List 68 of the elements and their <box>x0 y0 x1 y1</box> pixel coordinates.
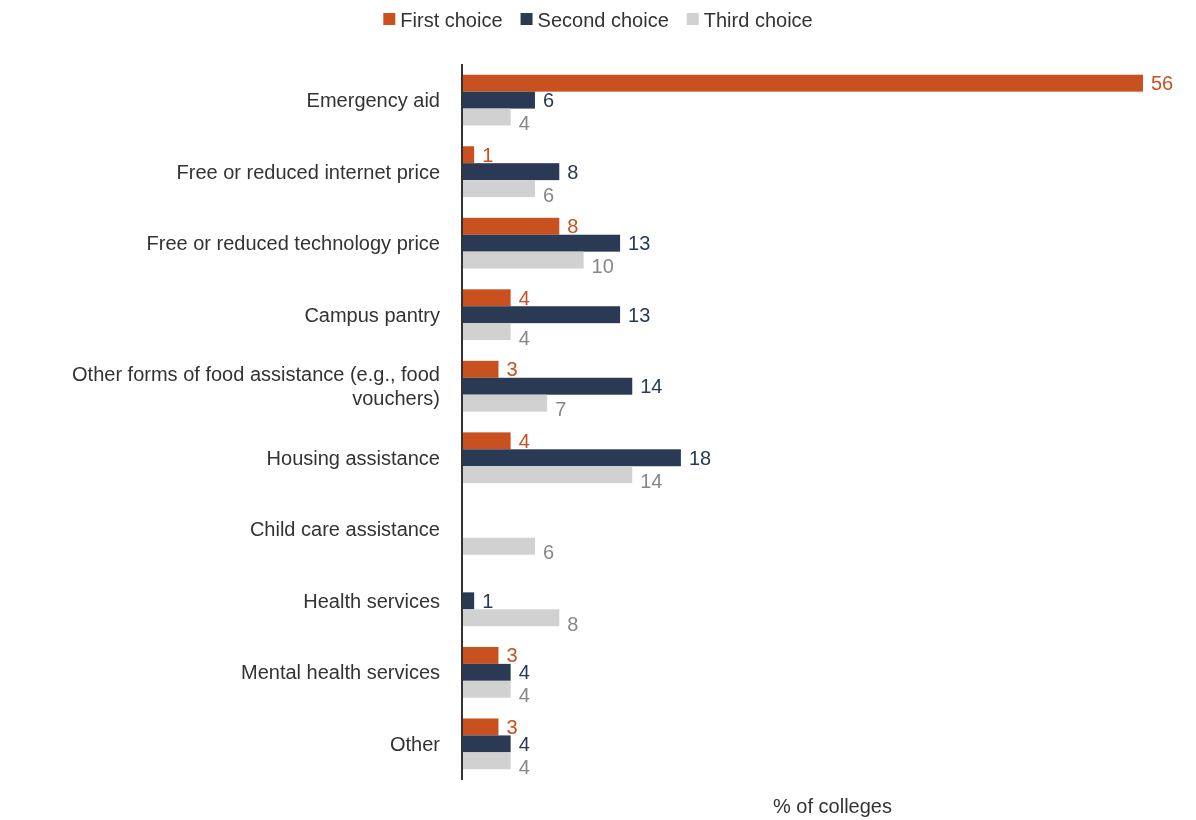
bar <box>462 449 681 467</box>
data-label: 4 <box>518 429 530 452</box>
y-tick-label: Housing assistance <box>266 446 440 469</box>
y-tick-label: Free or reduced internet price <box>176 160 440 183</box>
data-label: 7 <box>555 398 567 421</box>
y-tick-label: Free or reduced technology price <box>146 232 440 255</box>
bar <box>462 377 633 395</box>
bar <box>462 108 511 126</box>
y-tick-label: Other forms of food assistance (e.g., food vouchers) <box>72 363 440 410</box>
data-label: 8 <box>567 612 579 635</box>
bar <box>462 289 511 307</box>
x-axis-title: % of colleges <box>773 795 892 817</box>
data-label: 4 <box>518 326 530 349</box>
data-label: 4 <box>518 732 530 755</box>
data-label: 1 <box>482 143 494 166</box>
bar <box>462 752 511 770</box>
legend-label: Second choice <box>537 9 669 31</box>
bar <box>462 360 499 378</box>
bar <box>462 609 560 627</box>
legend-label: Third choice <box>703 9 813 31</box>
bar <box>462 466 633 484</box>
data-label: 18 <box>688 446 712 469</box>
bar <box>462 251 584 269</box>
bar <box>462 663 511 681</box>
bar <box>462 680 511 698</box>
data-label: 13 <box>628 303 651 326</box>
y-tick-label: Mental health services <box>241 661 440 684</box>
legend-label: First choice <box>400 9 503 31</box>
bar <box>462 646 499 664</box>
y-tick-label: Health services <box>303 589 440 612</box>
bar <box>462 306 621 324</box>
y-tick-label: Other <box>389 732 441 755</box>
data-label: 14 <box>640 375 663 398</box>
y-tick-label: Emergency aid <box>306 89 440 112</box>
data-label: 3 <box>506 358 518 381</box>
bar <box>462 91 535 109</box>
data-label: 3 <box>506 715 518 738</box>
bar <box>462 217 560 235</box>
data-label: 6 <box>542 89 555 112</box>
data-label: 4 <box>518 755 530 778</box>
bar <box>462 146 475 164</box>
bar <box>462 592 475 610</box>
bar <box>462 234 621 252</box>
data-label: 4 <box>518 684 530 707</box>
data-label: 4 <box>518 112 530 135</box>
bar <box>462 432 511 450</box>
data-label: 4 <box>518 661 530 684</box>
data-label: 8 <box>567 215 579 238</box>
bar <box>462 735 511 753</box>
bar <box>462 180 535 198</box>
data-label: 4 <box>518 286 530 309</box>
bar <box>462 537 535 555</box>
data-label: 14 <box>640 469 663 492</box>
y-tick-label: Campus pantry <box>304 303 440 326</box>
y-tick-label: Child care assistance <box>249 518 440 541</box>
data-label: 1 <box>482 589 494 612</box>
data-label: 3 <box>506 644 518 667</box>
bar <box>462 394 548 412</box>
data-label: 56 <box>1151 72 1174 95</box>
data-label: 13 <box>628 232 651 255</box>
bar <box>462 718 499 736</box>
bar <box>462 163 560 181</box>
data-label: 8 <box>567 160 579 183</box>
bar <box>462 323 511 341</box>
data-label: 10 <box>591 255 614 278</box>
data-label: 6 <box>542 183 555 206</box>
bar <box>462 74 1143 92</box>
data-label: 6 <box>542 541 555 564</box>
